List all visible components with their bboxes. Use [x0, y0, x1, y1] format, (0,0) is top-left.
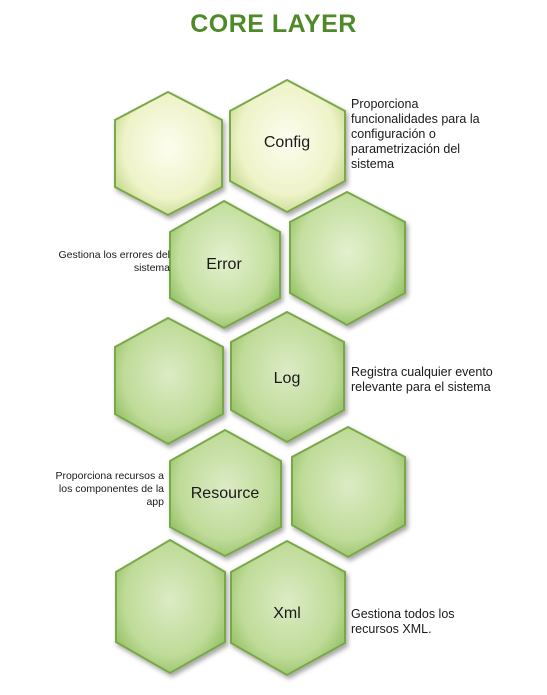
hexagon-h8 — [291, 425, 406, 559]
description-error: Gestiona los errores del sistema — [58, 249, 170, 274]
hex-label-error: Error — [206, 256, 242, 273]
hex-label-log: Log — [273, 370, 301, 387]
hex-label-resource: Resource — [190, 485, 260, 502]
description-resource: Proporciona recursos a los componentes d… — [55, 470, 164, 508]
hexagon-h10-xml — [230, 539, 346, 677]
hex-label-config: Config — [263, 134, 311, 151]
hexagon-h2-config — [229, 78, 346, 214]
hexagon-h4 — [289, 190, 406, 327]
hexagon-h3-error — [169, 199, 281, 330]
description-config: Proporciona funcionalidades para la conf… — [351, 97, 480, 171]
hexagon-h1 — [114, 90, 223, 217]
description-xml: Gestiona todos los recursos XML. — [351, 607, 455, 636]
description-log: Registra cualquier evento relevante para… — [351, 365, 493, 394]
page-title: CORE LAYER — [190, 10, 357, 38]
hexagon-h7-resource — [169, 428, 282, 558]
hexagon-h9 — [115, 538, 226, 675]
hexagon-h6-log — [230, 310, 345, 444]
hex-label-xml: Xml — [273, 605, 301, 622]
hexagon-h5 — [114, 316, 224, 446]
